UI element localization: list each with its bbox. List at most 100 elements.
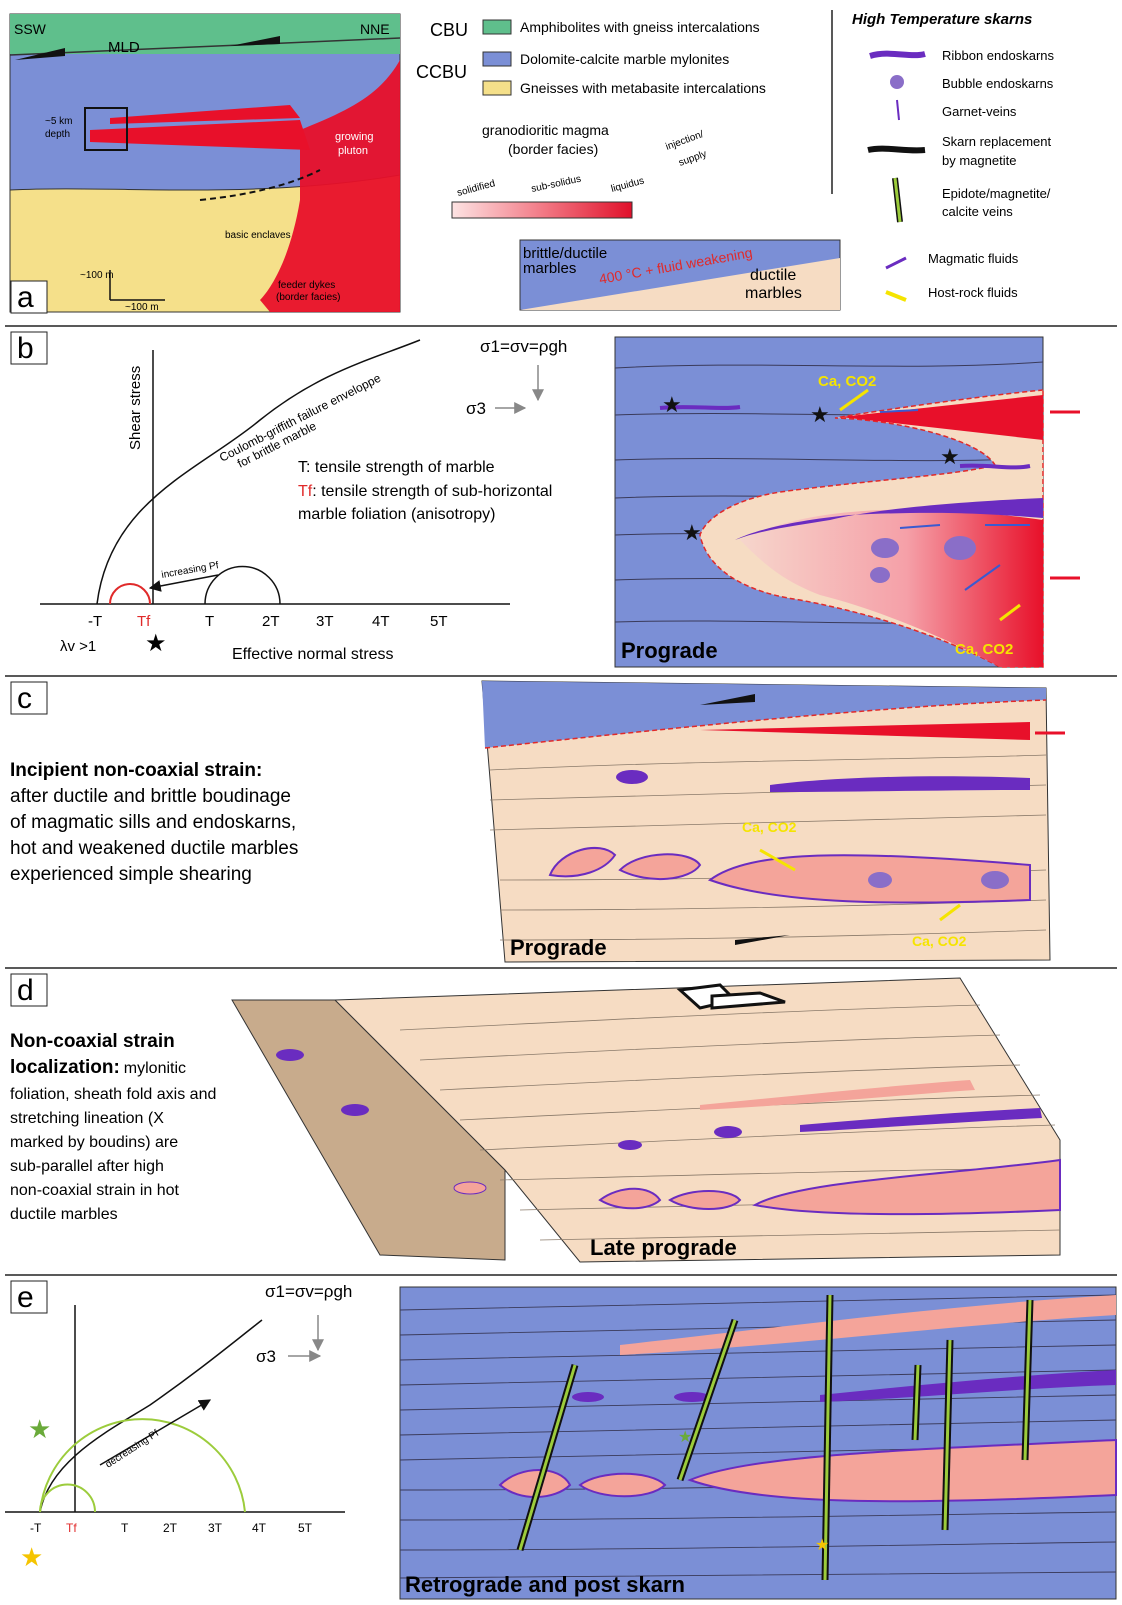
gradient-label-2: sub-solidus bbox=[530, 174, 582, 195]
svg-text:★: ★ bbox=[815, 1537, 829, 1554]
tf-symbol: Tf bbox=[298, 483, 313, 500]
magma-label-2: (border facies) bbox=[508, 141, 598, 157]
tf-description-2: marble foliation (anisotropy) bbox=[298, 506, 495, 523]
feeder-label-2: (border facies) bbox=[276, 292, 340, 303]
cbu-label: CBU bbox=[430, 20, 468, 40]
hts-item-4: Skarn replacement bbox=[942, 134, 1051, 149]
tick-b-6: 5T bbox=[430, 613, 448, 630]
nne-label: NNE bbox=[360, 21, 390, 37]
tick-b-2: T bbox=[205, 613, 214, 630]
sigma1-label-e: σ1=σv=ρgh bbox=[265, 1282, 352, 1301]
panel-d-body-6: ductile marbles bbox=[10, 1206, 118, 1223]
tick-e-1: Tf bbox=[66, 1521, 77, 1535]
panel-d-title2: localization: bbox=[10, 1057, 120, 1078]
feeder-label-1: feeder dykes bbox=[278, 280, 335, 291]
sigma1-label-b: σ1=σv=ρgh bbox=[480, 337, 567, 356]
stage-label-e: Retrograde and post skarn bbox=[405, 1572, 685, 1597]
hts-item-2: Bubble endoskarns bbox=[942, 76, 1054, 91]
panel-separators bbox=[5, 10, 1117, 1276]
hts-item-9: Host-rock fluids bbox=[928, 285, 1018, 300]
tf-desc-text: : tensile strength of sub-horizontal bbox=[312, 483, 552, 500]
legend-unit-2: Dolomite-calcite marble mylonites bbox=[520, 51, 729, 67]
box-right-1: ductile bbox=[750, 267, 796, 284]
panel-c-body-4: experienced simple shearing bbox=[10, 864, 252, 885]
green-star-icon: ★ bbox=[28, 1414, 51, 1444]
panel-d-body-1: foliation, sheath fold axis and bbox=[10, 1086, 216, 1103]
panel-a-cross-section bbox=[9, 13, 401, 313]
injection-label-2: supply bbox=[677, 149, 708, 169]
hts-symbols bbox=[867, 50, 926, 302]
normal-stress-label: Effective normal stress bbox=[232, 646, 394, 663]
hts-item-1: Ribbon endoskarns bbox=[942, 48, 1055, 63]
fluid-label-b-2: Ca, CO2 bbox=[955, 641, 1013, 658]
depth-label-1: ~5 km bbox=[45, 116, 73, 127]
sigma3-label-e: σ3 bbox=[256, 1347, 276, 1366]
fluid-label-c-1: Ca, CO2 bbox=[742, 819, 797, 835]
svg-text:★: ★ bbox=[682, 520, 702, 545]
hts-item-5: by magnetite bbox=[942, 153, 1016, 168]
svg-text:★: ★ bbox=[810, 402, 830, 427]
panel-d-body-3: marked by boudins) are bbox=[10, 1134, 178, 1151]
panel-d-letter: d bbox=[17, 974, 34, 1007]
fluid-label-c-2: Ca, CO2 bbox=[912, 933, 967, 949]
envelope-label-1: Coulomb-griffith failure enveloppe bbox=[217, 371, 383, 465]
lambda-label: λv >1 bbox=[60, 638, 96, 655]
legend-swatches bbox=[451, 19, 841, 311]
hts-item-8: Magmatic fluids bbox=[928, 251, 1019, 266]
pluton-label-1: growing bbox=[335, 131, 374, 143]
panel-a-letter: a bbox=[17, 281, 34, 314]
panel-c-body-1: after ductile and brittle boudinage bbox=[10, 786, 291, 807]
mohr-diagram-e bbox=[5, 1305, 345, 1513]
panel-b-letter: b bbox=[17, 332, 34, 365]
box-right-2: marbles bbox=[745, 285, 802, 302]
tick-e-5: 4T bbox=[252, 1521, 267, 1535]
black-star-icon: ★ bbox=[145, 630, 167, 657]
tf-description: Tf: tensile strength of sub-horizontal bbox=[298, 483, 552, 500]
panel-d-title: Non-coaxial strain bbox=[10, 1031, 175, 1052]
scale-vertical: ~100 m bbox=[80, 270, 114, 281]
tick-b-3: 2T bbox=[262, 613, 280, 630]
pluton-label-2: pluton bbox=[338, 145, 368, 157]
panel-d-body-first: mylonitic bbox=[124, 1060, 186, 1077]
panel-c-body-3: hot and weakened ductile marbles bbox=[10, 838, 298, 859]
decreasing-pf-label: decreasing Pf bbox=[104, 1428, 161, 1471]
enclaves-label: basic enclaves bbox=[225, 230, 291, 241]
svg-text:★: ★ bbox=[678, 1429, 692, 1446]
block-diagram-d bbox=[231, 977, 1061, 1263]
tick-e-4: 3T bbox=[208, 1521, 223, 1535]
hts-title: High Temperature skarns bbox=[852, 11, 1032, 28]
tick-b-4: 3T bbox=[316, 613, 334, 630]
panel-c-body-2: of magmatic sills and endoskarns, bbox=[10, 812, 296, 833]
panel-c-title: Incipient non-coaxial strain: bbox=[10, 760, 262, 781]
tick-b-5: 4T bbox=[372, 613, 390, 630]
hts-item-3: Garnet-veins bbox=[942, 104, 1017, 119]
panel-d-line-1: localization: mylonitic bbox=[10, 1057, 186, 1078]
magma-label-1: granodioritic magma bbox=[482, 122, 609, 138]
retrograde-block-e: ★ ★ bbox=[399, 1286, 1117, 1600]
box-left-2: marbles bbox=[523, 260, 576, 277]
panel-d-body-4: sub-parallel after high bbox=[10, 1158, 164, 1175]
legend-unit-1: Amphibolites with gneiss intercalations bbox=[520, 19, 760, 35]
sigma3-label-b: σ3 bbox=[466, 399, 486, 418]
yellow-star-icon: ★ bbox=[20, 1542, 43, 1572]
tick-e-3: 2T bbox=[163, 1521, 178, 1535]
legend-unit-3: Gneisses with metabasite intercalations bbox=[520, 80, 766, 96]
panel-d-body-5: non-coaxial strain in hot bbox=[10, 1182, 180, 1199]
panel-e-letter: e bbox=[17, 1281, 34, 1314]
prograde-block-b: ★ ★ ★ ★ bbox=[614, 336, 1080, 668]
tick-b-1: Tf bbox=[137, 613, 151, 630]
hts-item-7: calcite veins bbox=[942, 204, 1013, 219]
panel-d-body-2: stretching lineation (X bbox=[10, 1110, 164, 1127]
ssw-label: SSW bbox=[14, 21, 47, 37]
scale-horizontal: ~100 m bbox=[125, 302, 159, 313]
hts-item-6: Epidote/magnetite/ bbox=[942, 186, 1051, 201]
tick-b-0: -T bbox=[88, 613, 102, 630]
stage-label-b: Prograde bbox=[621, 638, 718, 663]
ccbu-label: CCBU bbox=[416, 62, 467, 82]
depth-label-2: depth bbox=[45, 129, 70, 140]
mld-label: MLD bbox=[108, 39, 140, 56]
injection-label-1: injection/ bbox=[664, 129, 705, 153]
stage-label-c: Prograde bbox=[510, 935, 607, 960]
svg-text:★: ★ bbox=[662, 392, 682, 417]
